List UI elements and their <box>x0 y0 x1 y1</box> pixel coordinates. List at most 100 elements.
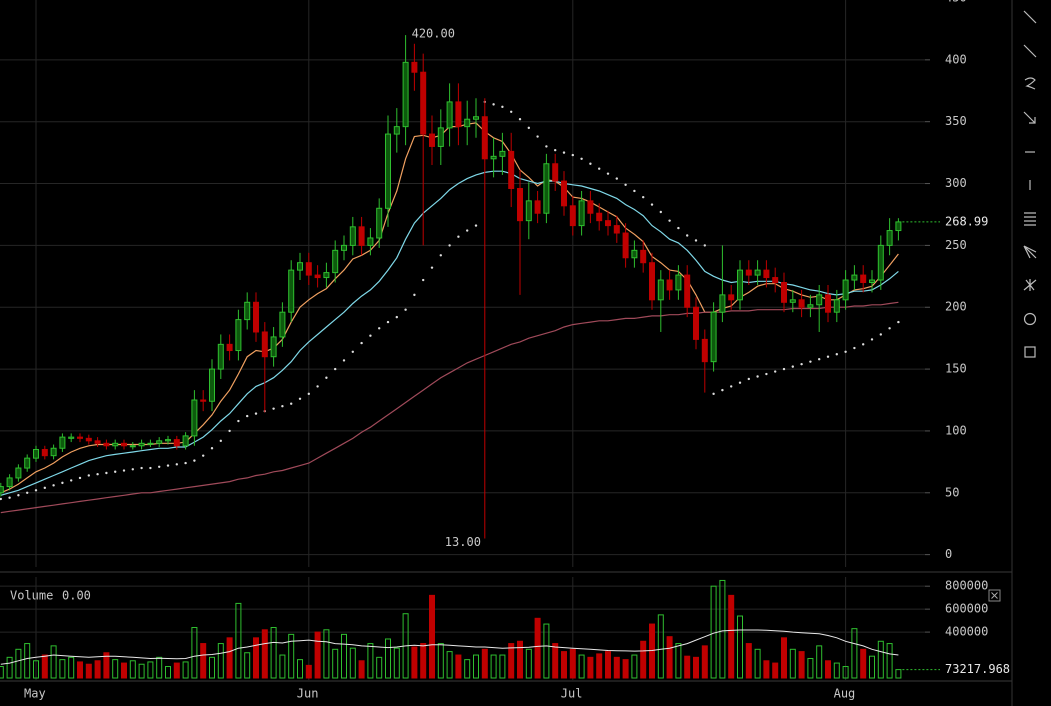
volume-bar <box>666 636 673 679</box>
volume-bar <box>94 660 101 679</box>
sar-dot <box>888 327 891 330</box>
volume-bar <box>279 654 286 679</box>
candle-body <box>332 249 339 274</box>
sar-dot <box>149 466 152 470</box>
volume-bar <box>15 648 22 679</box>
sar-dot <box>756 375 759 378</box>
volume-legend: Volume 0.00 <box>10 589 91 603</box>
volume-bar <box>41 654 48 679</box>
volume-bar <box>781 637 787 679</box>
volume-bar <box>473 654 479 679</box>
candle-body <box>622 232 629 259</box>
circle-tool[interactable] <box>1023 312 1037 326</box>
gann-tool[interactable] <box>1023 279 1037 291</box>
volume-bar <box>235 602 242 679</box>
x-tick-label: Jul <box>561 687 583 701</box>
candle-body <box>499 150 506 157</box>
volume-bar <box>719 579 726 679</box>
volume-bar <box>77 661 83 679</box>
volume-bar <box>121 662 127 679</box>
sar-dot <box>334 367 337 371</box>
volume-bar <box>737 615 743 679</box>
volume-bar <box>437 643 444 679</box>
candle-body <box>605 220 611 227</box>
sar-dot <box>202 454 205 457</box>
x-tick-label: May <box>24 687 46 701</box>
sar-dot <box>246 414 249 418</box>
volume-bar <box>165 666 171 679</box>
volume-bar <box>561 651 567 679</box>
sar-dot <box>501 105 504 109</box>
candle-body <box>59 436 66 449</box>
candle-body <box>701 338 708 363</box>
volume-bar <box>877 640 884 679</box>
sar-dot <box>598 167 601 170</box>
candle-body <box>165 439 171 442</box>
sar-dot <box>615 177 618 180</box>
close-x[interactable] <box>991 592 998 599</box>
candle-body <box>173 439 180 447</box>
sar-dot <box>386 320 390 324</box>
sar-dot <box>879 333 882 336</box>
fan-tool[interactable] <box>1023 245 1037 259</box>
close-box[interactable] <box>988 589 1001 602</box>
sar-dot <box>78 476 82 480</box>
candle-body <box>464 118 471 128</box>
candle-body <box>649 262 655 301</box>
sar-dot <box>87 474 91 477</box>
candle-body <box>543 163 550 214</box>
sar-dot <box>818 357 821 361</box>
fib-tool[interactable] <box>1024 212 1036 226</box>
candle-body <box>728 294 735 301</box>
candle-body <box>314 274 321 279</box>
curve-tool[interactable] <box>1024 77 1036 90</box>
arrow-tool[interactable] <box>1023 111 1036 124</box>
candle-body <box>288 269 295 313</box>
ray-tool[interactable] <box>1023 44 1037 58</box>
candle-body <box>77 436 83 439</box>
last-volume-label: 73217.968 <box>945 662 1010 676</box>
candle-body <box>657 279 664 301</box>
candle-body <box>402 61 409 128</box>
volume-bar <box>59 659 66 679</box>
candle-body <box>825 294 831 313</box>
candle-body <box>393 126 400 135</box>
volume-bar <box>68 656 75 679</box>
sar-dot <box>369 334 372 337</box>
x-tick-label: Aug <box>834 687 856 701</box>
sar-dot <box>193 459 196 462</box>
sar-dot <box>351 350 354 353</box>
rectangle-tool[interactable] <box>1024 346 1036 358</box>
candle-body <box>851 274 858 281</box>
sar-dot <box>378 327 381 330</box>
sar-dot <box>228 429 231 433</box>
sar-dot <box>175 463 178 466</box>
sar-dot <box>721 388 724 392</box>
candle-body <box>525 200 532 222</box>
sar-dot <box>43 486 46 490</box>
volume-bar <box>490 654 497 679</box>
volume-bar <box>6 656 13 679</box>
volume-tick-label: 600000 <box>945 602 988 616</box>
trend-line-tool[interactable] <box>1023 10 1037 24</box>
sar-dot <box>897 320 900 324</box>
sar-dot <box>325 376 328 379</box>
volume-bar <box>103 652 110 679</box>
candle-body <box>6 477 13 488</box>
sar-dot <box>430 266 434 269</box>
close-panel-button[interactable] <box>988 589 1001 602</box>
sar-dot <box>184 461 187 465</box>
volume-bar <box>411 646 418 679</box>
sar-dot <box>571 153 574 157</box>
volume-bar <box>332 648 339 679</box>
volume-bar <box>728 594 735 679</box>
volume-bar <box>367 643 374 679</box>
volume-bar <box>508 643 515 679</box>
volume-bar <box>341 633 347 679</box>
candle-body <box>842 279 849 301</box>
candle-body <box>191 399 198 437</box>
volume-tick-label: 800000 <box>945 579 988 593</box>
candle-body <box>121 442 127 447</box>
sar-dot <box>166 464 170 467</box>
candle-body <box>24 457 31 469</box>
